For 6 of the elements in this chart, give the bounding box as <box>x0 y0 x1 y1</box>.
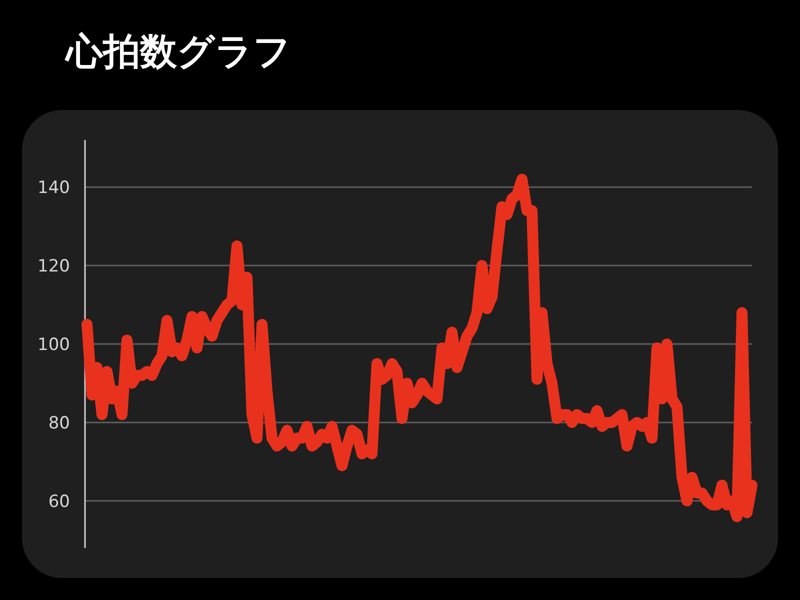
y-tick-label: 60 <box>48 492 70 512</box>
y-tick-label: 140 <box>38 178 70 198</box>
y-tick-label: 120 <box>38 256 70 276</box>
chart-title: 心拍数グラフ <box>64 30 291 73</box>
y-tick-label: 80 <box>48 413 70 434</box>
y-tick-label: 100 <box>38 334 70 355</box>
